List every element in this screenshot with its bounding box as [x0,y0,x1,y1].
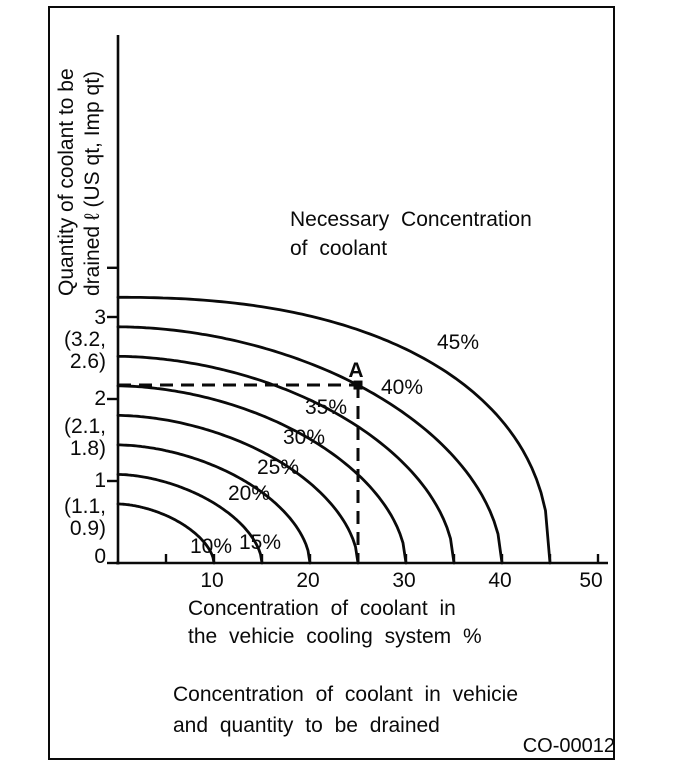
y-tick-label-3: 3 [94,306,106,329]
y-tick-label-0: 0 [94,545,106,568]
curve-45pct [116,295,552,565]
curve-25pct [116,414,360,565]
curve-20pct [116,443,312,565]
figure-code: CO-00012 [522,735,615,757]
y-tick-quarts-2a: (2.1, [63,415,106,438]
point-a-label: A [348,359,364,382]
curve-label-45pct: 45% [436,331,480,354]
curve-label-40pct: 40% [380,376,424,399]
x-tick-label-20: 20 [296,569,320,592]
curve-30pct [116,384,408,565]
y-tick-label-2: 2 [94,387,106,410]
chart-title-line1: Necessary Concentration [290,208,532,231]
y-tick-quarts-3a: (3.2, [63,328,106,351]
curve-label-10pct: 10% [189,535,233,558]
y-tick-quarts-3b: 2.6) [69,350,106,373]
x-tick-label-30: 30 [392,569,416,592]
y-tick-label-column: 3 (3.2, 2.6) 2 (2.1, 1.8) 1 (1.1, 0.9) 0 [28,0,106,600]
y-tick-quarts-1b: 0.9) [69,517,106,540]
x-axis-title-line1: Concentration of coolant in [188,597,456,620]
curve-10pct [116,502,216,565]
point-a-marker [353,380,363,390]
curve-15pct [116,473,264,565]
x-tick-label-40: 40 [488,569,512,592]
y-tick-quarts-1a: (1.1, [63,495,106,518]
y-tick-label-1: 1 [94,469,106,492]
curve-40pct [116,325,504,565]
figure-caption-line2: and quantity to be drained [173,714,440,737]
curve-label-15pct: 15% [238,531,282,554]
x-tick-label-10: 10 [200,569,224,592]
x-axis-title-line2: the vehicie cooling system % [188,625,482,648]
x-tick-label-50: 50 [579,569,603,592]
figure-frame [48,6,615,760]
chart-title-line2: of coolant [290,237,388,260]
y-tick-quarts-2b: 1.8) [69,437,106,460]
curve-35pct [116,355,456,565]
figure-caption-line1: Concentration of coolant in vehicie [173,683,519,706]
curve-label-20pct: 20% [227,482,271,505]
curve-label-25pct: 25% [256,456,300,479]
